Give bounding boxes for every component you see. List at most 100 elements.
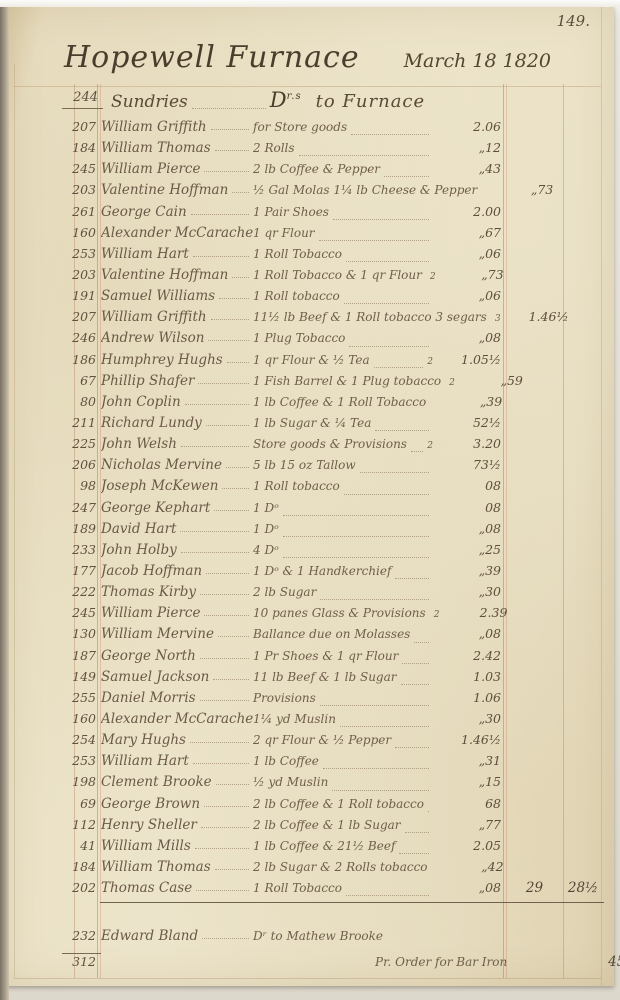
account-number: 186 bbox=[72, 351, 96, 367]
customer-name: Alexander McCaracher bbox=[101, 224, 253, 241]
sundries-label: Sundries bbox=[111, 92, 188, 112]
account-number: 233 bbox=[72, 541, 96, 557]
customer-name: Thomas Case bbox=[101, 880, 193, 897]
dotted-leader bbox=[214, 868, 249, 870]
account-number: 41 bbox=[80, 837, 96, 853]
entry-description: 1 Roll Tobacco & 1 qr Flour bbox=[253, 267, 422, 282]
customer-name: George Kephart bbox=[101, 499, 211, 516]
entry-description: 1 Roll Tobacco bbox=[253, 246, 342, 261]
dotted-leader bbox=[214, 509, 249, 511]
rule-total-col bbox=[563, 84, 564, 978]
entry-description: 2 Rolls bbox=[253, 141, 295, 156]
customer-name: Daniel Morris bbox=[101, 689, 196, 706]
dotted-leader bbox=[200, 826, 249, 828]
rule-amount-col-double bbox=[506, 84, 507, 978]
dotted-leader bbox=[189, 741, 249, 744]
amount: 2.42 bbox=[473, 647, 501, 663]
entry-description: 10 panes Glass & Provisions bbox=[253, 606, 426, 621]
entry-description: Dʳ to Mathew Brooke bbox=[253, 929, 384, 943]
account-number: 189 bbox=[72, 520, 96, 536]
scan-background-top bbox=[0, 0, 620, 7]
dotted-leader bbox=[320, 598, 429, 601]
dotted-leader bbox=[318, 239, 429, 241]
dotted-leader bbox=[332, 218, 429, 220]
total-dollars: 29 bbox=[525, 880, 544, 897]
entry-description: 1 lb Sugar & ¼ Tea bbox=[253, 415, 372, 430]
amount: „73 bbox=[530, 182, 554, 198]
dotted-leader bbox=[395, 746, 429, 749]
page-number: 149. bbox=[556, 12, 590, 30]
dotted-leader bbox=[384, 175, 429, 178]
dotted-leader bbox=[194, 847, 249, 849]
posting-mark: 2 bbox=[427, 441, 433, 452]
dotted-leader bbox=[184, 403, 249, 405]
amount: „42 bbox=[481, 858, 504, 874]
account-number: 246 bbox=[72, 330, 96, 346]
account-number: 160 bbox=[72, 224, 96, 240]
dotted-leader bbox=[205, 424, 249, 426]
dotted-leader bbox=[204, 170, 249, 173]
amount: „30 bbox=[478, 584, 501, 600]
dotted-leader bbox=[200, 593, 249, 596]
amount: „12 bbox=[478, 140, 501, 156]
customer-name: George Brown bbox=[101, 795, 201, 812]
customer-name: Andrew Wilson bbox=[101, 330, 205, 347]
entry-description: 2 lb Coffee & Pepper bbox=[253, 162, 381, 177]
dotted-leader bbox=[213, 678, 249, 680]
dotted-leader bbox=[180, 530, 249, 532]
amount: „59 bbox=[500, 372, 523, 388]
customer-name: John Welsh bbox=[101, 436, 177, 453]
entry-description: 1 Dᵒ bbox=[253, 521, 279, 536]
account-number: 67 bbox=[80, 372, 96, 388]
ledger-row: 186 Humphrey Hughs 1 qr Flour & ½ Tea 2 … bbox=[62, 352, 604, 373]
entry-description: 2 lb Coffee & 1 lb Sugar bbox=[253, 817, 401, 832]
account-number: 222 bbox=[72, 584, 96, 600]
dotted-leader bbox=[226, 361, 249, 363]
ledger-row: 225 John Welsh Store goods & Provisions … bbox=[62, 436, 604, 457]
rule-header-bottom bbox=[14, 86, 601, 87]
dotted-leader bbox=[206, 572, 249, 574]
dotted-leader bbox=[400, 683, 429, 685]
entry-description: 1 Roll tobacco bbox=[253, 289, 340, 304]
dotted-leader bbox=[208, 339, 249, 342]
account-number: 225 bbox=[72, 436, 96, 452]
account-number: 312 bbox=[62, 953, 101, 969]
entry-description: 1 qr Flour & ½ Tea bbox=[253, 352, 370, 367]
amount: „67 bbox=[478, 224, 501, 240]
entry-description: Ballance due on Molasses bbox=[253, 627, 411, 642]
dotted-leader bbox=[180, 445, 249, 448]
customer-name: Humphrey Hughs bbox=[101, 351, 223, 368]
amount: 1.46½ bbox=[528, 309, 569, 325]
ledger-row: 112 Henry Sheller 2 lb Coffee & 1 lb Sug… bbox=[62, 817, 604, 838]
ledger-row: 177 Jacob Hoffman 1 Dᵒ & 1 Handkerchief … bbox=[62, 563, 604, 584]
account-number: 253 bbox=[72, 245, 96, 261]
entry-description: 2 lb Sugar bbox=[253, 585, 317, 600]
amount: „08 bbox=[478, 626, 501, 642]
customer-name: George Cain bbox=[101, 203, 187, 220]
ledger-row: 222 Thomas Kirby 2 lb Sugar „30 bbox=[62, 584, 604, 605]
amount: „08 bbox=[478, 520, 501, 536]
to-furnace-label: to Furnace bbox=[315, 91, 426, 112]
ledger-row: 130 William Mervine Ballance due on Mola… bbox=[62, 626, 604, 647]
customer-name: Mary Hughs bbox=[101, 732, 186, 749]
dotted-leader bbox=[192, 762, 249, 765]
dotted-leader bbox=[232, 191, 249, 194]
dotted-leader bbox=[427, 810, 429, 812]
dotted-leader bbox=[351, 133, 429, 136]
sundries-account-number: 244 bbox=[62, 88, 103, 109]
amount: 52½ bbox=[472, 414, 501, 430]
entry-description: 5 lb 15 oz Tallow bbox=[253, 458, 356, 473]
ledger-row: 245 William Pierce 10 panes Glass & Prov… bbox=[62, 605, 604, 626]
dotted-leader bbox=[346, 894, 429, 897]
entry-description: Provisions bbox=[253, 690, 316, 705]
dotted-leader bbox=[202, 937, 249, 939]
account-number: 130 bbox=[72, 626, 96, 642]
customer-name: Valentine Hoffman bbox=[101, 266, 229, 283]
entry-description: 1 lb Coffee & 1 Roll Tobacco bbox=[253, 394, 427, 409]
dotted-leader bbox=[222, 487, 249, 490]
entry-description: 1 Pr Shoes & 1 qr Flour bbox=[253, 648, 399, 663]
entry-description: ½ yd Muslin bbox=[253, 775, 329, 790]
customer-name: John Coplin bbox=[101, 393, 181, 410]
account-number: 245 bbox=[72, 605, 96, 621]
account-number: 149 bbox=[72, 668, 96, 684]
